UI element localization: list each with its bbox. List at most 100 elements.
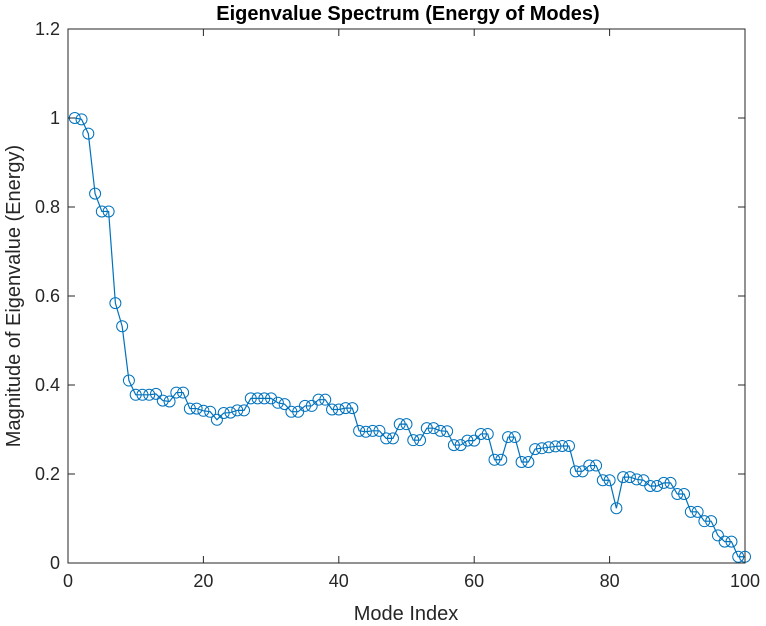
data-point [705,515,718,528]
data-point [197,404,210,417]
data-point [427,422,440,435]
data-point [129,388,142,401]
y-axis-label: Magnitude of Eigenvalue (Energy) [3,145,25,447]
data-point [454,439,467,452]
data-point [95,205,108,218]
data-point [102,205,115,218]
y-tick-label: 0.4 [35,375,60,395]
data-point [562,439,575,452]
data-point [481,427,494,440]
data-point [373,424,386,437]
x-tick-label: 40 [329,571,349,591]
data-point [610,502,623,515]
data-point [258,392,271,405]
data-point [461,434,474,447]
data-point [407,434,420,447]
data-point [644,480,657,493]
axis-ticks [67,28,746,564]
data-point [177,386,190,399]
data-point [718,535,731,548]
data-point [122,374,135,387]
data-point [590,459,603,472]
data-point [82,127,95,140]
data-point [366,424,379,437]
data-point [278,398,291,411]
data-point [143,388,156,401]
data-point [623,471,636,484]
data-point [502,431,515,444]
data-point [163,395,176,408]
data-point [183,402,196,415]
data-point [251,392,264,405]
x-tick-label: 80 [600,571,620,591]
data-point [732,550,745,563]
data-point [684,505,697,518]
data-point [434,424,447,437]
data-point [312,393,325,406]
data-point [495,453,508,466]
data-point [508,431,521,444]
x-tick-label: 60 [464,571,484,591]
data-point [393,418,406,431]
y-tick-label: 0.2 [35,464,60,484]
plot-area [67,28,751,564]
data-point [326,403,339,416]
data-point [583,459,596,472]
data-point [271,396,284,409]
data-point [468,434,481,447]
data-point [75,113,88,126]
data-point [664,476,677,489]
data-point [441,425,454,438]
data-point [353,424,366,437]
data-point [650,480,663,493]
data-point [711,529,724,542]
data-point [244,392,257,405]
data-point [535,442,548,455]
data-point [265,392,278,405]
y-tick-label: 0.8 [35,197,60,217]
data-point [190,402,203,415]
data-point [116,320,129,333]
data-point [380,432,393,445]
data-point [603,474,616,487]
data-point [542,441,555,454]
data-point [346,402,359,415]
x-axis-label: Mode Index [354,603,459,625]
data-point [238,404,251,417]
data-point [420,422,433,435]
data-point [339,402,352,415]
data-point [150,387,163,400]
axes-box [67,28,746,564]
data-point [156,394,169,407]
y-tick-label: 1.2 [35,19,60,39]
data-point [549,440,562,453]
y-tick-label: 0.6 [35,286,60,306]
data-point [556,439,569,452]
data-point [210,413,223,426]
data-point [319,393,332,406]
series-markers [68,112,751,563]
data-point [359,425,372,438]
data-point [231,404,244,417]
data-point [298,399,311,412]
x-tick-label: 20 [193,571,213,591]
data-point [474,427,487,440]
axis-tick-labels: 0 20 40 60 80 100 0 0.2 0.4 0.6 0.8 1 1.2 [35,19,760,591]
data-point [447,439,460,452]
data-point [617,471,630,484]
data-point [671,488,684,501]
data-point [224,406,237,419]
data-point [529,443,542,456]
data-point [204,405,217,418]
y-tick-label: 1 [50,108,60,128]
x-tick-label: 100 [730,571,760,591]
data-point [386,432,399,445]
data-point [657,476,670,489]
data-point [285,405,298,418]
y-tick-label: 0 [50,553,60,573]
data-point [109,297,122,310]
data-point [136,388,149,401]
series-line [74,117,745,558]
data-point [630,473,643,486]
data-point [414,434,427,447]
